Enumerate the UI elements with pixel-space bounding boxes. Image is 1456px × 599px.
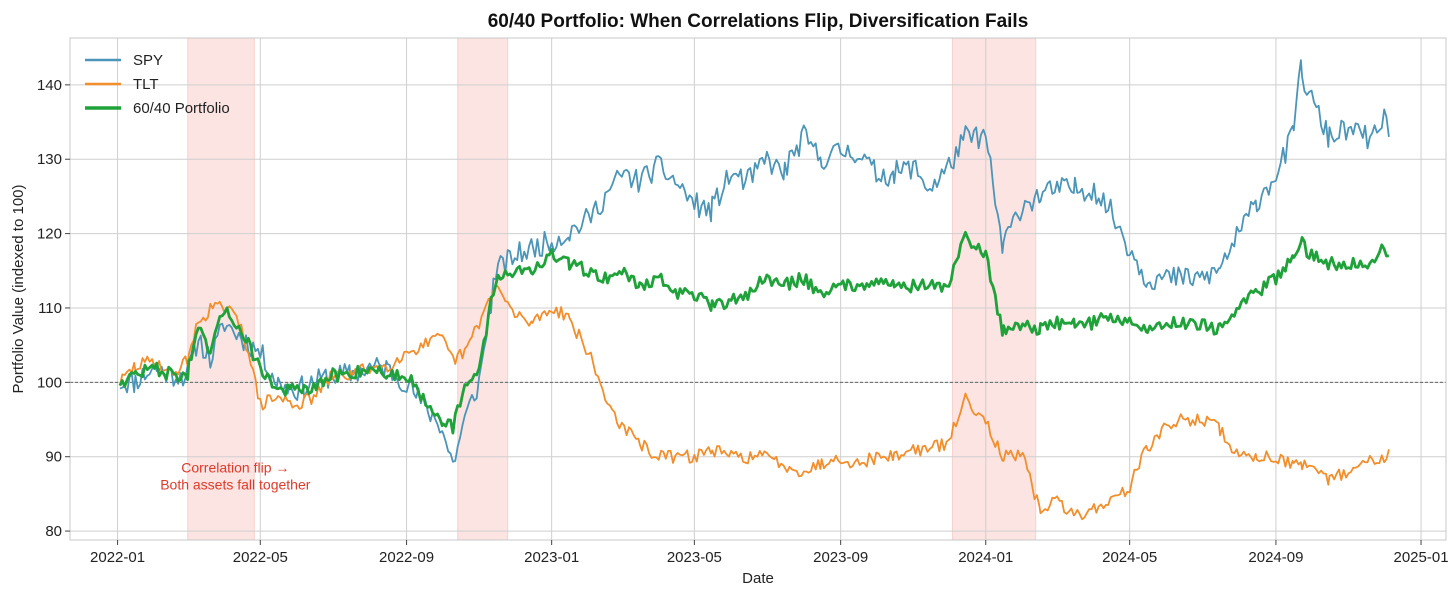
series-layer (118, 59, 1390, 521)
x-tick-label: 2025-01 (1393, 549, 1448, 566)
x-axis-label: Date (742, 570, 774, 587)
series-line-60-40-portfolio (118, 230, 1389, 435)
legend-label: SPY (133, 52, 163, 69)
y-tick-label: 120 (37, 226, 62, 243)
y-tick-label: 130 (37, 151, 62, 168)
plot-frame (69, 37, 1447, 541)
annotation: Correlation flip → Both assets fall toge… (160, 459, 311, 492)
x-tick-label: 2022-05 (233, 549, 288, 566)
x-tick-label: 2023-01 (524, 549, 579, 566)
x-tick-label: 2024-01 (958, 549, 1013, 566)
y-axis-label: Portfolio Value (indexed to 100) (10, 184, 27, 393)
x-tick-label: 2022-09 (379, 549, 434, 566)
y-tick-label: 140 (37, 77, 62, 94)
x-tick-label: 2023-05 (667, 549, 722, 566)
annotation-line-2: Both assets fall together (160, 476, 311, 492)
legend: SPY TLT 60/40 Portfolio (85, 52, 230, 117)
y-tick-label: 100 (37, 374, 62, 391)
series-line-tlt (119, 283, 1390, 521)
legend-label: 60/40 Portfolio (133, 100, 230, 117)
x-tick-label: 2023-09 (813, 549, 868, 566)
y-axis-ticks: 80 90 100 110 120 130 140 (37, 77, 70, 540)
x-tick-label: 2024-09 (1248, 549, 1303, 566)
x-tick-label: 2024-05 (1102, 549, 1157, 566)
annotation-line-1: Correlation flip → (181, 459, 289, 475)
x-tick-label: 2022-01 (90, 549, 145, 566)
y-tick-label: 80 (45, 523, 62, 540)
chart-title: 60/40 Portfolio: When Correlations Flip,… (488, 11, 1029, 32)
y-tick-label: 90 (45, 449, 62, 466)
legend-label: TLT (133, 76, 159, 93)
y-tick-label: 110 (38, 300, 62, 317)
x-axis-ticks: 2022-01 2022-05 2022-09 2023-01 2023-05 2023-… (90, 540, 1449, 566)
